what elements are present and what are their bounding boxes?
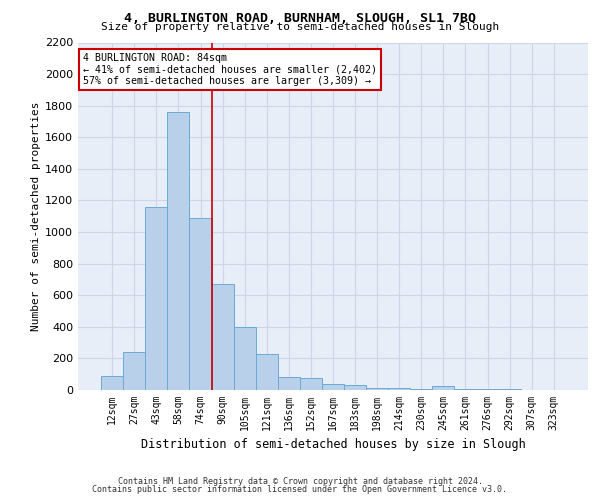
Text: Contains public sector information licensed under the Open Government Licence v3: Contains public sector information licen… <box>92 485 508 494</box>
Text: Contains HM Land Registry data © Crown copyright and database right 2024.: Contains HM Land Registry data © Crown c… <box>118 477 482 486</box>
Bar <box>344 386 366 390</box>
Bar <box>476 389 499 390</box>
Bar <box>190 218 212 390</box>
Bar <box>101 376 123 390</box>
Bar <box>278 376 300 390</box>
Y-axis label: Number of semi-detached properties: Number of semi-detached properties <box>31 102 41 331</box>
Text: 4 BURLINGTON ROAD: 84sqm
← 41% of semi-detached houses are smaller (2,402)
57% o: 4 BURLINGTON ROAD: 84sqm ← 41% of semi-d… <box>83 53 377 86</box>
Bar <box>145 207 167 390</box>
Bar <box>410 389 433 390</box>
Bar <box>256 354 278 390</box>
X-axis label: Distribution of semi-detached houses by size in Slough: Distribution of semi-detached houses by … <box>140 438 526 452</box>
Text: Size of property relative to semi-detached houses in Slough: Size of property relative to semi-detach… <box>101 22 499 32</box>
Bar <box>233 327 256 390</box>
Bar <box>366 388 388 390</box>
Text: 4, BURLINGTON ROAD, BURNHAM, SLOUGH, SL1 7BQ: 4, BURLINGTON ROAD, BURNHAM, SLOUGH, SL1… <box>124 12 476 26</box>
Bar <box>300 378 322 390</box>
Bar <box>322 384 344 390</box>
Bar <box>499 389 521 390</box>
Bar <box>212 284 233 390</box>
Bar <box>123 352 145 390</box>
Bar <box>454 389 476 390</box>
Bar <box>433 386 454 390</box>
Bar <box>167 112 190 390</box>
Bar <box>388 388 410 390</box>
